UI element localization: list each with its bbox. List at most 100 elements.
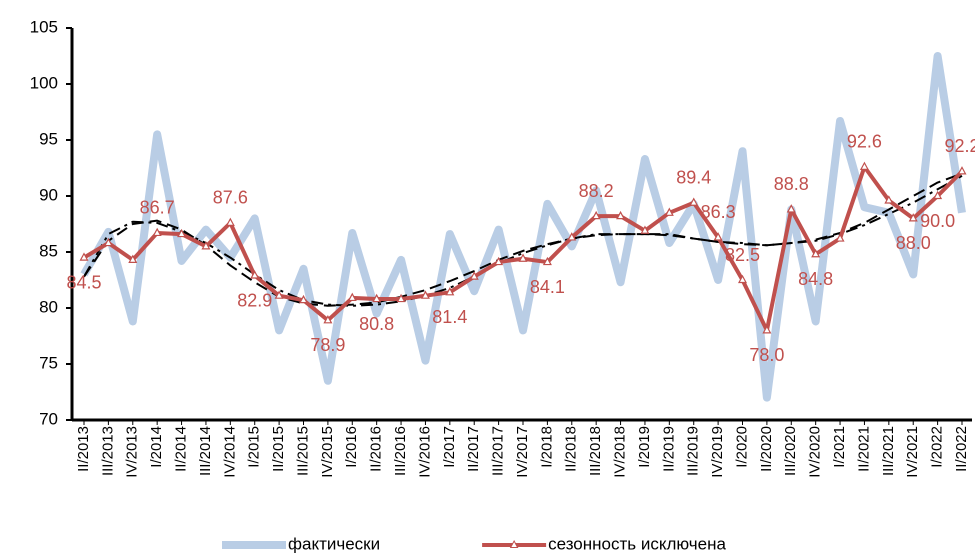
x-tick-label: III/2019 — [685, 426, 702, 476]
data-label: 90.0 — [920, 211, 955, 231]
x-tick-label: IV/2021 — [904, 426, 921, 478]
x-tick-label: III/2014 — [197, 426, 214, 476]
x-tick-label: II/2019 — [660, 426, 677, 472]
data-label: 86.7 — [140, 198, 175, 218]
series-line — [80, 52, 966, 402]
x-tick-label: I/2016 — [343, 426, 360, 468]
point-marker — [616, 210, 626, 220]
x-tick-label: I/2021 — [831, 426, 848, 468]
data-label: 92.2 — [944, 136, 975, 156]
point-marker — [737, 274, 748, 284]
point-marker — [396, 293, 406, 303]
x-tick-label: I/2019 — [636, 426, 653, 468]
y-tick-label: 95 — [39, 129, 58, 148]
point-marker — [859, 161, 869, 170]
x-tick-label: II/2018 — [563, 426, 580, 472]
data-label: 88.2 — [579, 181, 614, 201]
x-tick-label: IV/2018 — [612, 426, 629, 478]
y-tick-label: 100 — [30, 73, 58, 92]
x-tick-label: IV/2017 — [514, 426, 531, 478]
data-label: 84.8 — [798, 269, 833, 289]
data-label: 78.0 — [749, 345, 784, 365]
data-label: 87.6 — [213, 188, 248, 208]
data-label: 88.8 — [774, 174, 809, 194]
y-tick-label: 80 — [39, 297, 58, 316]
data-label: 80.8 — [359, 314, 394, 334]
trend-line — [83, 172, 963, 307]
point-marker — [689, 197, 699, 206]
legend-marker — [509, 539, 519, 548]
x-tick-label: II/2020 — [758, 426, 775, 472]
x-tick-label: IV/2020 — [807, 426, 824, 478]
point-marker — [957, 166, 967, 175]
y-tick-label: 90 — [39, 185, 58, 204]
point-marker — [884, 195, 894, 204]
point-marker — [420, 290, 430, 299]
point-marker — [542, 256, 552, 266]
x-tick-label: II/2015 — [270, 426, 287, 472]
x-tick-label: III/2020 — [782, 426, 799, 476]
x-tick-label: III/2021 — [880, 426, 897, 476]
point-marker — [933, 190, 943, 200]
point-marker — [177, 228, 187, 238]
data-label: 84.5 — [66, 272, 101, 292]
x-tick-label: II/2021 — [855, 426, 872, 472]
x-tick-label: II/2017 — [465, 426, 482, 472]
x-tick-label: II/2016 — [368, 426, 385, 472]
data-label: 88.0 — [896, 233, 931, 253]
point-marker — [811, 248, 821, 258]
point-marker — [835, 233, 845, 242]
point-marker — [323, 315, 333, 324]
x-tick-label: IV/2014 — [221, 426, 238, 478]
point-marker — [128, 254, 138, 263]
x-tick-label: I/2018 — [538, 426, 555, 468]
point-marker — [469, 271, 479, 280]
x-tick-label: I/2017 — [441, 426, 458, 468]
x-tick-label: II/2014 — [173, 426, 190, 472]
x-tick-label: I/2020 — [733, 426, 750, 468]
point-marker — [152, 227, 162, 237]
x-tick-label: III/2016 — [392, 426, 409, 476]
x-tick-label: II/2022 — [953, 426, 970, 472]
legend-label: сезонность исключена — [548, 534, 726, 553]
x-tick-label: III/2013 — [99, 426, 116, 476]
point-marker — [494, 256, 504, 266]
point-marker — [274, 290, 284, 299]
data-label: 92.6 — [847, 132, 882, 152]
point-marker — [567, 232, 577, 241]
x-tick-label: I/2022 — [929, 426, 946, 468]
point-marker — [762, 325, 772, 334]
x-tick-label: III/2017 — [490, 426, 507, 476]
point-marker — [908, 213, 918, 222]
point-marker — [250, 270, 260, 279]
y-tick-label: 105 — [30, 17, 58, 36]
point-marker — [664, 207, 674, 216]
x-tick-label: I/2015 — [246, 426, 263, 468]
point-marker — [298, 294, 309, 304]
point-marker — [713, 232, 723, 241]
point-marker — [347, 292, 357, 302]
data-label: 84.1 — [530, 277, 565, 297]
trend-line — [83, 174, 963, 307]
point-marker — [445, 287, 455, 296]
point-marker — [640, 225, 650, 234]
x-tick-label: IV/2016 — [416, 426, 433, 478]
y-tick-label: 70 — [39, 409, 58, 428]
x-tick-label: II/2013 — [75, 426, 92, 472]
x-tick-label: III/2018 — [587, 426, 604, 476]
point-marker — [103, 237, 113, 247]
point-marker — [372, 293, 382, 303]
y-tick-label: 85 — [39, 241, 58, 260]
point-marker — [79, 252, 89, 261]
x-tick-label: IV/2015 — [319, 426, 336, 478]
point-marker — [591, 210, 601, 220]
point-marker — [225, 217, 235, 226]
data-label: 86.3 — [701, 202, 736, 222]
x-tick-label: IV/2019 — [709, 426, 726, 478]
x-tick-label: III/2015 — [294, 426, 311, 476]
legend-label: фактически — [288, 534, 380, 553]
data-label: 82.5 — [725, 245, 760, 265]
x-tick-label: IV/2013 — [124, 426, 141, 478]
data-label: 89.4 — [676, 167, 711, 187]
